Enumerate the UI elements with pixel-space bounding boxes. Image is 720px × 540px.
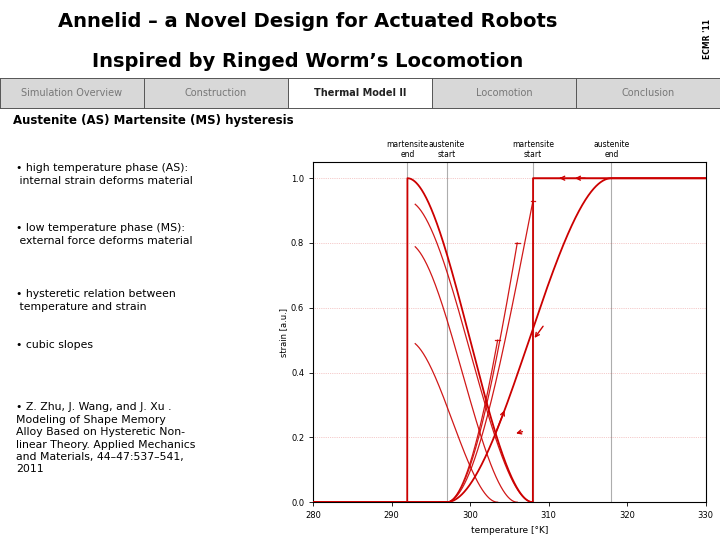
Text: • hysteretic relation between
 temperature and strain: • hysteretic relation between temperatur… xyxy=(16,289,176,312)
Text: • Z. Zhu, J. Wang, and J. Xu .
Modeling of Shape Memory
Alloy Based on Hystereti: • Z. Zhu, J. Wang, and J. Xu . Modeling … xyxy=(16,402,195,474)
Text: Inspired by Ringed Worm’s Locomotion: Inspired by Ringed Worm’s Locomotion xyxy=(92,52,523,71)
Text: martensite
start: martensite start xyxy=(512,140,554,159)
Text: Thermal Model II: Thermal Model II xyxy=(314,88,406,98)
Text: ECMR '11: ECMR '11 xyxy=(703,19,711,59)
Text: • cubic slopes: • cubic slopes xyxy=(16,341,93,350)
Text: Conclusion: Conclusion xyxy=(621,88,675,98)
Text: Construction: Construction xyxy=(185,88,247,98)
Text: martensite
end: martensite end xyxy=(387,140,428,159)
Text: austenite
start: austenite start xyxy=(428,140,464,159)
Text: Annelid – a Novel Design for Actuated Robots: Annelid – a Novel Design for Actuated Ro… xyxy=(58,12,557,31)
Text: austenite
end: austenite end xyxy=(593,140,629,159)
X-axis label: temperature [°K]: temperature [°K] xyxy=(471,526,548,535)
Text: Locomotion: Locomotion xyxy=(476,88,532,98)
Y-axis label: strain [a.u.]: strain [a.u.] xyxy=(279,308,288,356)
Text: Austenite (AS) Martensite (MS) hysteresis: Austenite (AS) Martensite (MS) hysteresi… xyxy=(13,114,294,127)
Text: • low temperature phase (MS):
 external force deforms material: • low temperature phase (MS): external f… xyxy=(16,223,192,246)
Text: Simulation Overview: Simulation Overview xyxy=(22,88,122,98)
Text: • high temperature phase (AS):
 internal strain deforms material: • high temperature phase (AS): internal … xyxy=(16,164,193,186)
